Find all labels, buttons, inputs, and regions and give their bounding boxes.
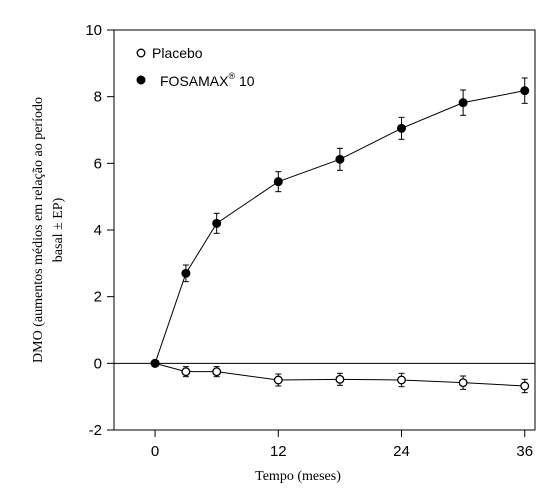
y-axis-title-line2: basal ± EP) <box>51 197 66 262</box>
legend-marker-fosamax <box>136 75 146 85</box>
data-point <box>458 98 468 108</box>
series-1 <box>150 77 530 368</box>
x-axis-ticks: 0 12 24 36 <box>151 430 533 460</box>
data-point <box>335 154 345 164</box>
y-tick-label: 8 <box>94 89 102 106</box>
y-tick-label: -2 <box>89 422 102 439</box>
data-point <box>335 374 345 384</box>
data-point <box>520 86 530 96</box>
y-tick-label: 10 <box>85 22 102 39</box>
y-tick-label: 2 <box>94 289 102 306</box>
series-line <box>154 90 525 364</box>
y-tick-label: 6 <box>94 155 102 172</box>
y-axis-ticks: -2 0 2 4 6 8 10 <box>85 22 114 439</box>
series-0 <box>150 358 530 394</box>
legend-label-fosamax-name: FOSAMAX <box>160 73 229 89</box>
data-point <box>212 218 222 228</box>
data-point <box>212 367 222 377</box>
data-point <box>397 123 407 133</box>
legend: Placebo FOSAMAX® 10 <box>136 45 255 89</box>
y-axis-title-line1: DMO (aumentos médios em relação ao perío… <box>31 97 46 363</box>
x-tick-label: 36 <box>516 443 533 460</box>
x-tick-label: 0 <box>151 443 159 460</box>
data-point <box>273 375 283 385</box>
data-point <box>181 367 191 377</box>
legend-label-fosamax-suffix: 10 <box>235 73 255 89</box>
legend-label-fosamax: FOSAMAX® 10 <box>160 71 255 89</box>
series-layer <box>150 77 530 394</box>
legend-marker-placebo <box>136 48 146 58</box>
data-point <box>458 378 468 388</box>
y-tick-label: 0 <box>94 355 102 372</box>
legend-label-fosamax-sup: ® <box>228 71 235 81</box>
x-tick-label: 24 <box>393 443 410 460</box>
series-line <box>154 362 525 387</box>
data-point <box>273 177 283 187</box>
plot-frame <box>113 29 536 431</box>
data-point <box>150 358 160 368</box>
data-point <box>520 381 530 391</box>
x-tick-label: 12 <box>270 443 287 460</box>
data-point <box>397 375 406 385</box>
x-axis-title: Tempo (meses) <box>255 469 341 484</box>
legend-label-placebo: Placebo <box>152 45 203 61</box>
y-tick-label: 4 <box>94 222 102 239</box>
data-point <box>181 268 191 278</box>
